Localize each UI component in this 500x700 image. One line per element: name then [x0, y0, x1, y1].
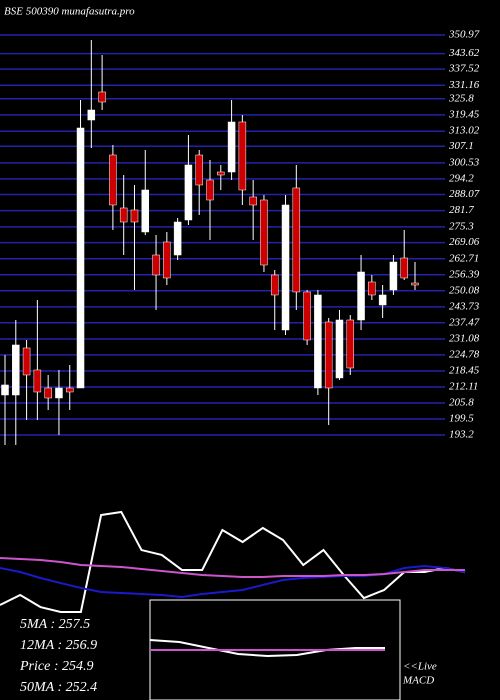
candle-body — [292, 187, 301, 293]
candle-body — [119, 207, 128, 223]
candle-body — [324, 321, 333, 389]
candle-body — [1, 384, 9, 396]
y-tick-label: 281.7 — [449, 204, 474, 216]
candle-body — [173, 221, 182, 256]
candle-body — [87, 109, 96, 121]
candle-body — [141, 189, 150, 233]
y-tick-label: 250.08 — [449, 284, 480, 296]
y-tick-label: 193.2 — [449, 429, 474, 441]
indicator-line — [0, 556, 465, 579]
y-tick-label: 237.47 — [449, 316, 480, 328]
candle-body — [357, 271, 365, 321]
live-label: MACD — [402, 675, 434, 687]
candle-body — [389, 261, 398, 291]
y-tick-label: 331.16 — [448, 79, 480, 91]
y-tick-label: 212.11 — [449, 381, 478, 393]
candle-body — [22, 347, 31, 376]
y-tick-label: 275.3 — [449, 220, 474, 232]
candle-body — [411, 282, 419, 286]
candle-body — [303, 291, 311, 341]
candle-body — [346, 319, 355, 369]
y-tick-label: 325.8 — [448, 92, 474, 104]
y-tick-label: 300.53 — [448, 156, 480, 168]
candle-body — [378, 294, 387, 306]
candle-body — [33, 369, 42, 393]
candle-body — [270, 274, 279, 296]
candle-body — [152, 254, 160, 276]
y-tick-label: 231.08 — [449, 332, 480, 344]
y-tick-label: 224.78 — [449, 348, 480, 360]
candle-body — [55, 387, 63, 399]
legend-item: 5MA : 257.5 — [20, 617, 90, 632]
y-tick-label: 269.06 — [449, 236, 480, 248]
legend-item: 12MA : 256.9 — [20, 638, 97, 653]
candle-body — [368, 281, 376, 296]
y-tick-label: 294.2 — [449, 172, 474, 184]
candle-body — [238, 121, 247, 191]
candle-body — [400, 257, 408, 279]
indicator-line — [0, 510, 466, 613]
candle-body — [227, 121, 236, 173]
y-tick-label: 343.62 — [448, 47, 480, 59]
candle-body — [206, 179, 214, 201]
y-tick-label: 313.02 — [448, 125, 480, 137]
candle-body — [130, 209, 139, 223]
candle-body — [163, 241, 171, 279]
candle-body — [217, 171, 225, 176]
y-tick-label: 307.1 — [448, 140, 474, 152]
candle-body — [249, 196, 257, 206]
candle-body — [12, 344, 20, 396]
candle-body — [335, 319, 344, 379]
legend-item: Price : 254.9 — [19, 659, 93, 674]
candle-body — [260, 199, 268, 266]
y-tick-label: 350.97 — [448, 29, 480, 41]
candle-body — [76, 127, 85, 389]
candle-body — [65, 387, 74, 393]
candle-body — [98, 91, 106, 103]
y-tick-label: 218.45 — [449, 364, 480, 376]
candle-body — [195, 154, 203, 186]
candle-body — [314, 294, 322, 389]
y-tick-label: 256.39 — [449, 268, 480, 280]
y-tick-label: 243.73 — [449, 300, 480, 312]
candle-body — [281, 204, 290, 331]
y-tick-label: 262.71 — [449, 252, 479, 264]
legend-item: 50MA : 252.4 — [20, 680, 97, 695]
y-tick-label: 288.07 — [449, 188, 480, 200]
macd-line — [149, 639, 385, 658]
y-tick-label: 199.5 — [449, 413, 474, 425]
y-tick-label: 205.8 — [449, 397, 474, 409]
chart-title: BSE 500390 munafasutra.pro — [4, 6, 135, 18]
candle-body — [44, 387, 52, 399]
live-label: <<Live — [403, 661, 437, 673]
candle-body — [109, 154, 117, 206]
y-tick-label: 319.45 — [448, 108, 480, 120]
candle-body — [184, 164, 193, 221]
y-tick-label: 337.52 — [448, 63, 480, 75]
